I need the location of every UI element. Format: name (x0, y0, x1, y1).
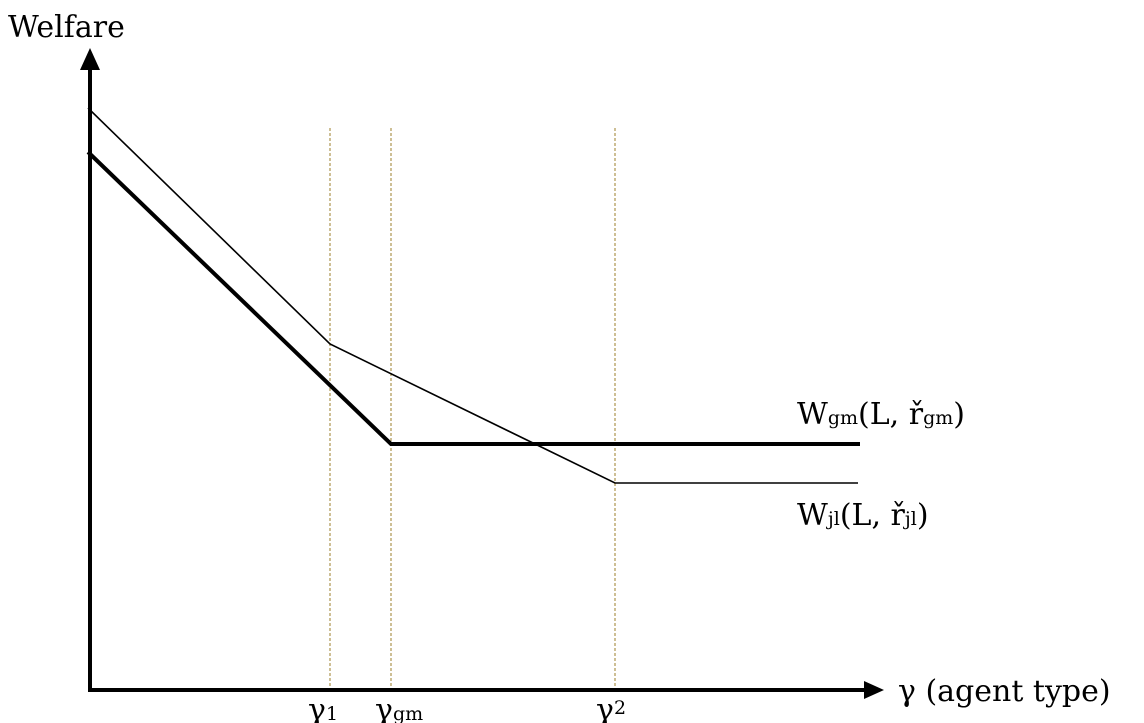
curve-label-gm-sub2: gm (923, 407, 953, 429)
curve-label-jl-tail: ) (917, 498, 929, 533)
marker-gamma-2-symbol: γ (596, 693, 614, 723)
curve-label-gm-mid: (L, ř (858, 397, 924, 432)
marker-gamma-1-symbol: γ (308, 693, 326, 723)
curve-label-jl: Wjl(L, řjl) (797, 498, 929, 533)
marker-gamma-2: γ2 (596, 693, 626, 723)
marker-gamma-1-sub: 1 (326, 703, 338, 723)
x-axis-arrowhead (864, 681, 884, 699)
marker-gamma-gm-sub: gm (393, 703, 423, 723)
marker-gamma-gm-symbol: γ (375, 693, 393, 723)
marker-gamma-gm: γgm (375, 693, 423, 723)
curve-label-gm: Wgm(L, řgm) (797, 397, 965, 432)
curve-label-jl-main: W (797, 498, 828, 533)
curve-label-gm-tail: ) (953, 397, 965, 432)
curve-label-jl-sub1: jl (826, 508, 840, 530)
curve-label-jl-mid: (L, ř (840, 498, 906, 533)
y-axis-label: Welfare (8, 10, 125, 45)
marker-gamma-1: γ1 (308, 693, 338, 723)
marker-gamma-2-sub: 2 (614, 697, 626, 719)
curve-label-gm-main: W (797, 397, 828, 432)
curve-gm (86, 150, 860, 446)
y-axis-arrowhead (80, 48, 100, 70)
curve-jl (87, 107, 858, 484)
curve-label-jl-sub2: jl (903, 508, 917, 530)
x-axis-label: γ (agent type) (898, 674, 1111, 709)
curve-label-gm-sub1: gm (828, 407, 858, 429)
